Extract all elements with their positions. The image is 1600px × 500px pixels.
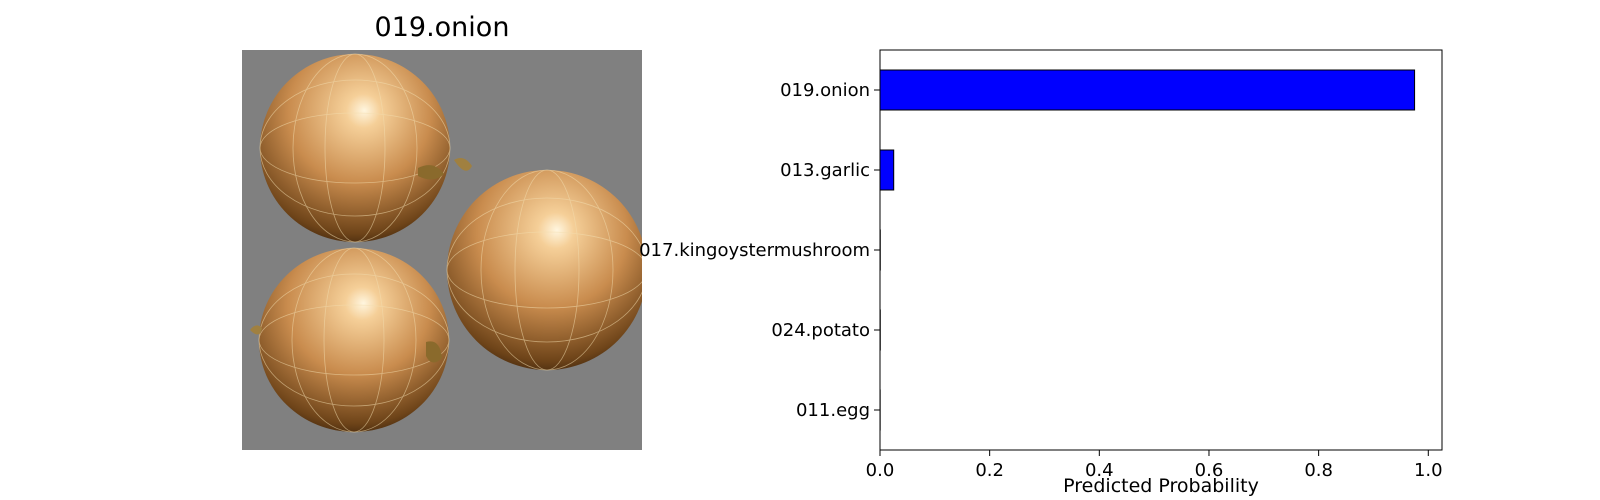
x-tick-label: 0.2 <box>975 460 1004 481</box>
y-tick-label: 011.egg <box>796 400 870 421</box>
x-tick-label: 0.0 <box>866 460 895 481</box>
y-tick-label: 024.potato <box>771 320 870 341</box>
y-tick-label: 013.garlic <box>780 160 870 181</box>
y-tick-label: 019.onion <box>780 80 870 101</box>
x-tick-label: 1.0 <box>1414 460 1443 481</box>
x-tick-label: 0.6 <box>1195 460 1224 481</box>
x-axis-label: Predicted Probability <box>1063 475 1259 497</box>
y-tick-label: 017.kingoystermushroom <box>639 240 870 261</box>
onion-right <box>446 158 642 371</box>
bar-019.onion <box>879 69 1416 111</box>
onion-top-left <box>259 53 451 243</box>
onion-bottom-left <box>250 247 450 433</box>
image-title: 019.onion <box>374 12 510 43</box>
onion-image <box>242 50 642 450</box>
bar-013.garlic <box>879 149 895 191</box>
x-tick-label: 0.8 <box>1304 460 1333 481</box>
x-tick-label: 0.4 <box>1085 460 1114 481</box>
